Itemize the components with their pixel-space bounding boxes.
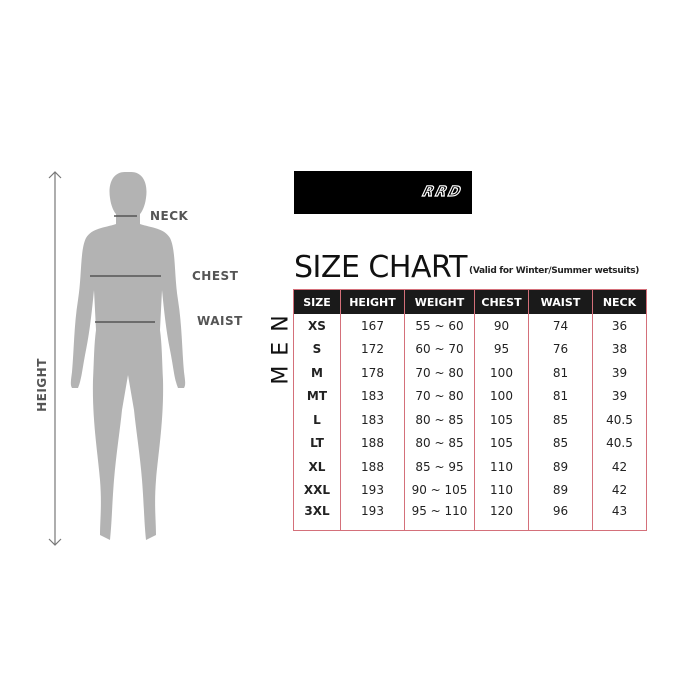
cell-height: 188 bbox=[340, 455, 405, 479]
human-silhouette bbox=[70, 172, 186, 540]
cell-neck: 36 bbox=[592, 314, 647, 338]
cell-neck: 43 bbox=[592, 502, 647, 531]
cell-neck: 42 bbox=[592, 478, 647, 502]
cell-weight: 80 ~ 85 bbox=[404, 431, 475, 455]
cell-chest: 120 bbox=[474, 502, 529, 531]
cell-weight: 85 ~ 95 bbox=[404, 455, 475, 479]
brand-logo: RRD bbox=[294, 171, 472, 214]
table-header-row: SIZE HEIGHT WEIGHT CHEST WAIST NECK bbox=[293, 289, 647, 314]
cell-chest: 110 bbox=[474, 455, 529, 479]
cell-neck: 40.5 bbox=[592, 431, 647, 455]
header-weight: WEIGHT bbox=[404, 289, 475, 314]
cell-weight: 55 ~ 60 bbox=[404, 314, 475, 338]
page-subtitle: (Valid for Winter/Summer wetsuits) bbox=[469, 266, 640, 276]
cell-height: 193 bbox=[340, 502, 405, 531]
cell-size: MT bbox=[293, 384, 341, 408]
table-row: XXL 193 90 ~ 105 110 89 42 bbox=[293, 478, 647, 502]
table-row: M 178 70 ~ 80 100 81 39 bbox=[293, 361, 647, 385]
header-chest: CHEST bbox=[474, 289, 529, 314]
table-row: XL 188 85 ~ 95 110 89 42 bbox=[293, 455, 647, 479]
cell-size: XXL bbox=[293, 478, 341, 502]
waist-label: WAIST bbox=[197, 314, 243, 328]
cell-weight: 90 ~ 105 bbox=[404, 478, 475, 502]
chest-label: CHEST bbox=[192, 269, 239, 283]
cell-waist: 89 bbox=[528, 478, 593, 502]
neck-label: NECK bbox=[150, 209, 189, 223]
cell-chest: 110 bbox=[474, 478, 529, 502]
cell-waist: 74 bbox=[528, 314, 593, 338]
page-title: SIZE CHART bbox=[294, 250, 467, 285]
cell-height: 172 bbox=[340, 337, 405, 361]
cell-chest: 105 bbox=[474, 408, 529, 432]
cell-chest: 105 bbox=[474, 431, 529, 455]
cell-waist: 81 bbox=[528, 361, 593, 385]
gender-label: MEN bbox=[268, 305, 294, 385]
cell-weight: 60 ~ 70 bbox=[404, 337, 475, 361]
cell-waist: 85 bbox=[528, 408, 593, 432]
cell-height: 193 bbox=[340, 478, 405, 502]
cell-weight: 70 ~ 80 bbox=[404, 361, 475, 385]
cell-neck: 42 bbox=[592, 455, 647, 479]
size-table: SIZE HEIGHT WEIGHT CHEST WAIST NECK XS 16… bbox=[293, 289, 647, 531]
cell-neck: 39 bbox=[592, 384, 647, 408]
header-height: HEIGHT bbox=[340, 289, 405, 314]
cell-size: L bbox=[293, 408, 341, 432]
cell-height: 167 bbox=[340, 314, 405, 338]
cell-height: 178 bbox=[340, 361, 405, 385]
cell-chest: 100 bbox=[474, 384, 529, 408]
table-row: XS 167 55 ~ 60 90 74 36 bbox=[293, 314, 647, 338]
cell-height: 183 bbox=[340, 384, 405, 408]
cell-size: XL bbox=[293, 455, 341, 479]
cell-neck: 38 bbox=[592, 337, 647, 361]
cell-chest: 95 bbox=[474, 337, 529, 361]
logo-text: RRD bbox=[420, 183, 465, 200]
cell-weight: 70 ~ 80 bbox=[404, 384, 475, 408]
height-label: HEIGHT bbox=[35, 358, 49, 412]
cell-height: 183 bbox=[340, 408, 405, 432]
cell-waist: 96 bbox=[528, 502, 593, 531]
cell-size: LT bbox=[293, 431, 341, 455]
header-size: SIZE bbox=[293, 289, 341, 314]
cell-size: S bbox=[293, 337, 341, 361]
cell-height: 188 bbox=[340, 431, 405, 455]
cell-weight: 95 ~ 110 bbox=[404, 502, 475, 531]
cell-waist: 85 bbox=[528, 431, 593, 455]
cell-chest: 90 bbox=[474, 314, 529, 338]
table-row: L 183 80 ~ 85 105 85 40.5 bbox=[293, 408, 647, 432]
cell-waist: 76 bbox=[528, 337, 593, 361]
table-row: LT 188 80 ~ 85 105 85 40.5 bbox=[293, 431, 647, 455]
cell-size: XS bbox=[293, 314, 341, 338]
header-waist: WAIST bbox=[528, 289, 593, 314]
cell-waist: 81 bbox=[528, 384, 593, 408]
height-arrow-icon bbox=[48, 171, 62, 546]
table-row: 3XL 193 95 ~ 110 120 96 43 bbox=[293, 502, 647, 531]
cell-neck: 39 bbox=[592, 361, 647, 385]
cell-waist: 89 bbox=[528, 455, 593, 479]
table-row: MT 183 70 ~ 80 100 81 39 bbox=[293, 384, 647, 408]
cell-neck: 40.5 bbox=[592, 408, 647, 432]
cell-chest: 100 bbox=[474, 361, 529, 385]
cell-size: M bbox=[293, 361, 341, 385]
cell-weight: 80 ~ 85 bbox=[404, 408, 475, 432]
cell-size: 3XL bbox=[293, 502, 341, 531]
table-row: S 172 60 ~ 70 95 76 38 bbox=[293, 337, 647, 361]
body-figure bbox=[48, 171, 186, 546]
header-neck: NECK bbox=[592, 289, 647, 314]
